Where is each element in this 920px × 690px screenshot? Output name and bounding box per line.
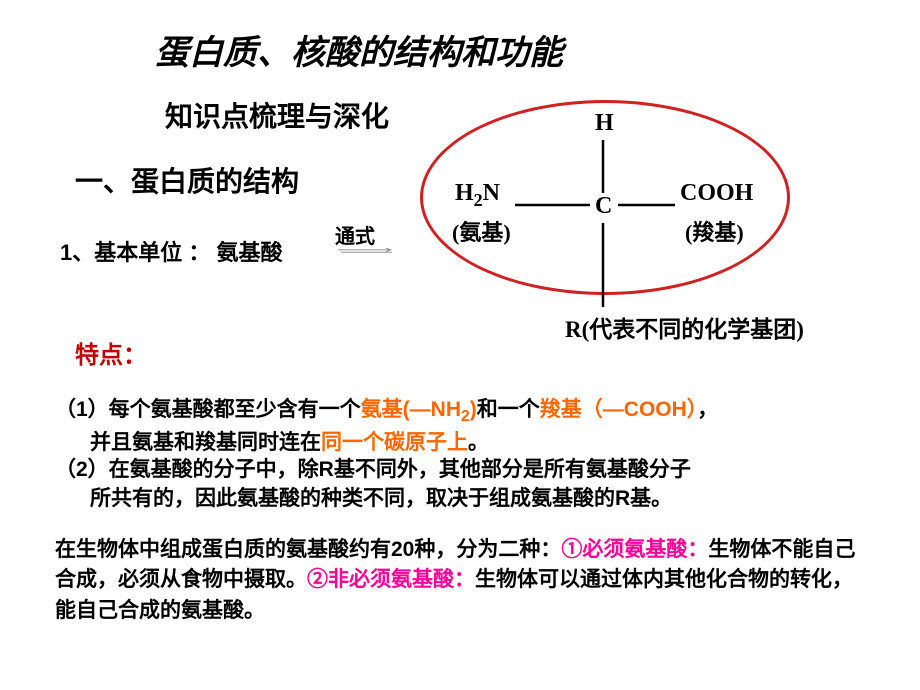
f1-l2-prefix: 并且氨基和羧基同时连在 [90, 431, 321, 454]
features-heading: 特点： [75, 335, 147, 370]
feature-1: （1）每个氨基酸都至少含有一个氨基(—NH2)和一个羧基（—COOH）， 并且氨… [55, 395, 718, 458]
point-basic-unit: 1、基本单位 ： 氨基酸 [60, 235, 282, 267]
f1-amino-text: 氨基(—NH [361, 398, 461, 421]
subtitle: 知识点梳理与深化 [165, 95, 389, 135]
bt-essential-label: ①必须氨基酸： [561, 538, 708, 561]
f1-amino-sub: 2 [461, 408, 470, 425]
bt-p1: 在生物体中组成蛋白质的氨基酸约有20种，分为二种： [55, 538, 561, 561]
page-title: 蛋白质、核酸的结构和功能 [155, 25, 563, 74]
bottom-paragraph: 在生物体中组成蛋白质的氨基酸约有20种，分为二种：①必须氨基酸：生物体不能自己合… [55, 535, 865, 626]
f1-carboxyl: 羧基（—COOH） [540, 398, 698, 421]
diagram-bonds [410, 85, 890, 345]
f1-prefix: （1）每个氨基酸都至少含有一个 [55, 398, 361, 421]
f2-l2: 所共有的，因此氨基酸的种类不同，取决于组成氨基酸的R基。 [90, 487, 672, 510]
arrow-icon [320, 248, 410, 254]
f2-l1: （2）在氨基酸的分子中，除R基不同外，其他部分是所有氨基酸分子 [55, 458, 691, 481]
f1-amino: 氨基(—NH2) [361, 398, 477, 421]
amino-acid-diagram: H H2N (氨基) C COOH (羧基) R(代表不同的化学基团) [410, 85, 890, 345]
feature-2: （2）在氨基酸的分子中，除R基不同外，其他部分是所有氨基酸分子 所共有的，因此氨… [55, 455, 691, 514]
bt-nonessential-label: ②非必须氨基酸： [307, 568, 475, 591]
f1-comma: ， [697, 398, 718, 421]
general-formula-label: 通式 [335, 220, 375, 249]
f1-same-carbon: 同一个碳原子上 [321, 431, 468, 454]
f1-l2-suffix: 。 [468, 431, 489, 454]
f1-mid: 和一个 [477, 398, 540, 421]
section-heading: 一、蛋白质的结构 [75, 160, 299, 200]
f1-amino-close: ) [470, 398, 477, 421]
